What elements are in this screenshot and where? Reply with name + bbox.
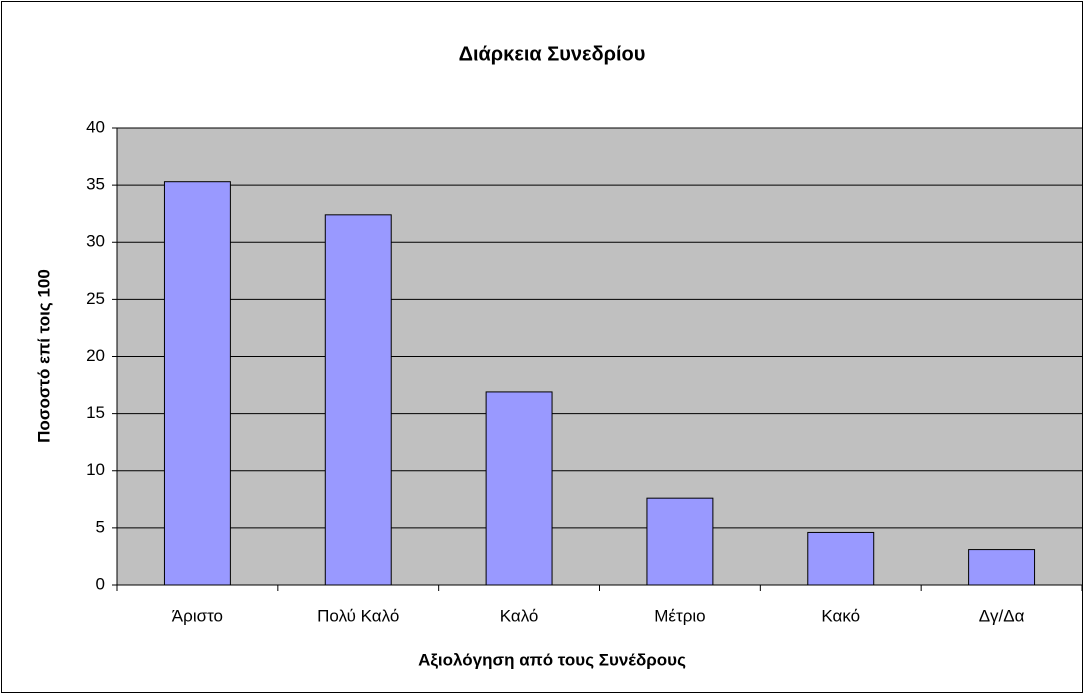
- bar: [968, 549, 1036, 586]
- x-axis-label: Αξιολόγηση από τους Συνέδρους: [418, 650, 686, 669]
- bar: [807, 531, 875, 586]
- x-tick-label: Καλό: [500, 606, 539, 625]
- x-tick-label: Κακό: [821, 606, 860, 625]
- y-tick-label: 25: [86, 289, 105, 308]
- y-tick-label: 40: [86, 117, 105, 136]
- y-tick-label: 30: [86, 232, 105, 251]
- y-tick-label: 0: [96, 574, 105, 593]
- y-tick-label: 35: [86, 175, 105, 194]
- x-tick-label: Πολύ Καλό: [317, 606, 399, 625]
- y-tick-label: 20: [86, 346, 105, 365]
- y-tick-label: 10: [86, 460, 105, 479]
- x-tick-label: Μέτριο: [654, 606, 705, 625]
- bar: [646, 497, 714, 586]
- x-tick-label: Δγ/Δα: [979, 606, 1025, 625]
- bar: [163, 181, 231, 586]
- x-tick-label: Άριστο: [172, 606, 223, 625]
- y-tick-label: 15: [86, 403, 105, 422]
- y-tick-label: 5: [96, 517, 105, 536]
- chart-title: Διάρκεια Συνεδρίου: [459, 43, 646, 65]
- bar: [485, 391, 553, 586]
- bar: [324, 214, 392, 586]
- y-axis-label: Ποσοστό επί τοις 100: [34, 269, 53, 443]
